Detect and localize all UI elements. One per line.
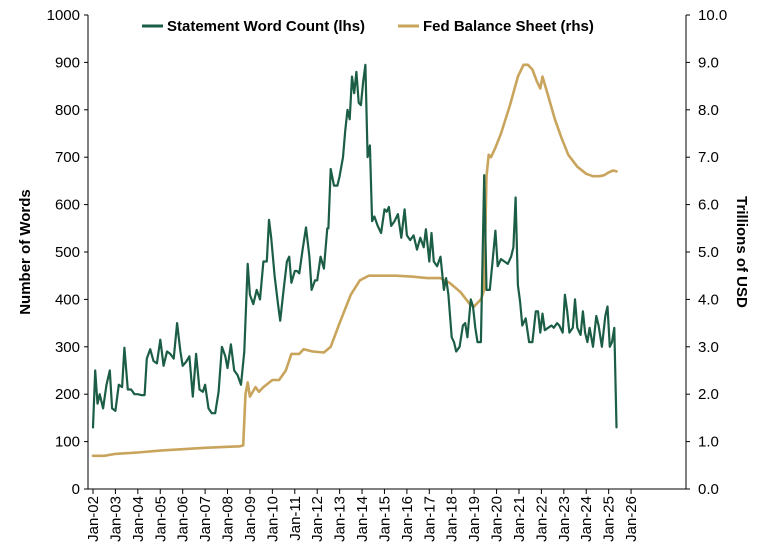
left-axis-title: Number of Words xyxy=(17,189,34,315)
axes xyxy=(87,15,687,490)
legend-label-word-count: Statement Word Count (lhs) xyxy=(167,18,365,35)
x-tick-label: Jan-16 xyxy=(399,496,416,542)
x-tick-label: Jan-06 xyxy=(175,496,192,542)
x-tick-label: Jan-07 xyxy=(197,496,214,542)
right-tick-label: 6.0 xyxy=(698,197,719,214)
right-tick-label: 2.0 xyxy=(698,386,719,403)
left-axis-ticks: 0 100 200 300 400 500 600 700 800 900 1000 xyxy=(47,7,88,498)
x-tick-label: Jan-10 xyxy=(264,496,281,542)
x-tick-label: Jan-20 xyxy=(489,496,506,542)
legend: Statement Word Count (lhs) Fed Balance S… xyxy=(142,18,594,35)
x-tick-label: Jan-11 xyxy=(287,496,304,541)
x-tick-label: Jan-14 xyxy=(354,496,371,542)
left-tick-label: 0 xyxy=(72,481,80,498)
right-tick-label: 5.0 xyxy=(698,244,719,261)
right-tick-label: 1.0 xyxy=(698,434,719,451)
x-tick-label: Jan-13 xyxy=(332,496,349,542)
left-tick-label: 200 xyxy=(55,386,80,403)
x-tick-label: Jan-02 xyxy=(85,496,102,542)
left-tick-label: 400 xyxy=(55,291,80,308)
right-tick-label: 4.0 xyxy=(698,291,719,308)
x-tick-label: Jan-08 xyxy=(220,496,237,542)
left-tick-label: 1000 xyxy=(47,7,80,24)
x-tick-label: Jan-23 xyxy=(556,496,573,542)
right-tick-label: 10.0 xyxy=(698,7,727,24)
right-tick-label: 7.0 xyxy=(698,149,719,166)
x-tick-label: Jan-09 xyxy=(242,496,259,542)
x-tick-label: Jan-12 xyxy=(309,496,326,542)
right-tick-label: 9.0 xyxy=(698,54,719,71)
x-tick-label: Jan-19 xyxy=(466,496,483,542)
right-axis-ticks: 0.0 1.0 2.0 3.0 4.0 5.0 6.0 7.0 8.0 9.0 10.0 xyxy=(686,7,727,498)
x-tick-label: Jan-24 xyxy=(578,496,595,542)
left-tick-label: 700 xyxy=(55,149,80,166)
x-tick-label: Jan-17 xyxy=(421,496,438,542)
x-tick-label: Jan-26 xyxy=(623,496,640,542)
left-tick-label: 900 xyxy=(55,54,80,71)
x-tick-label: Jan-25 xyxy=(601,496,618,542)
right-tick-label: 0.0 xyxy=(698,481,719,498)
right-tick-label: 8.0 xyxy=(698,102,719,119)
x-tick-label: Jan-22 xyxy=(533,496,550,542)
left-tick-label: 800 xyxy=(55,102,80,119)
series-line-word-count xyxy=(91,63,618,429)
left-tick-label: 100 xyxy=(55,434,80,451)
x-tick-label: Jan-21 xyxy=(511,496,528,542)
x-tick-label: Jan-05 xyxy=(152,496,169,542)
right-axis-title: Trillions of USD xyxy=(733,196,750,308)
series-line-balance-sheet xyxy=(91,63,618,458)
x-tick-label: Jan-04 xyxy=(130,496,147,542)
x-tick-label: Jan-18 xyxy=(444,496,461,542)
left-tick-label: 600 xyxy=(55,197,80,214)
legend-label-balance-sheet: Fed Balance Sheet (rhs) xyxy=(423,18,594,35)
x-tick-label: Jan-15 xyxy=(376,496,393,542)
x-tick-label: Jan-03 xyxy=(107,496,124,542)
left-tick-label: 300 xyxy=(55,339,80,356)
series-layer xyxy=(91,63,618,458)
x-axis-ticks: Jan-02 Jan-03 Jan-04 Jan-05 Jan-06 Jan-07 Jan-… xyxy=(85,489,640,542)
right-tick-label: 3.0 xyxy=(698,339,719,356)
left-tick-label: 500 xyxy=(55,244,80,261)
